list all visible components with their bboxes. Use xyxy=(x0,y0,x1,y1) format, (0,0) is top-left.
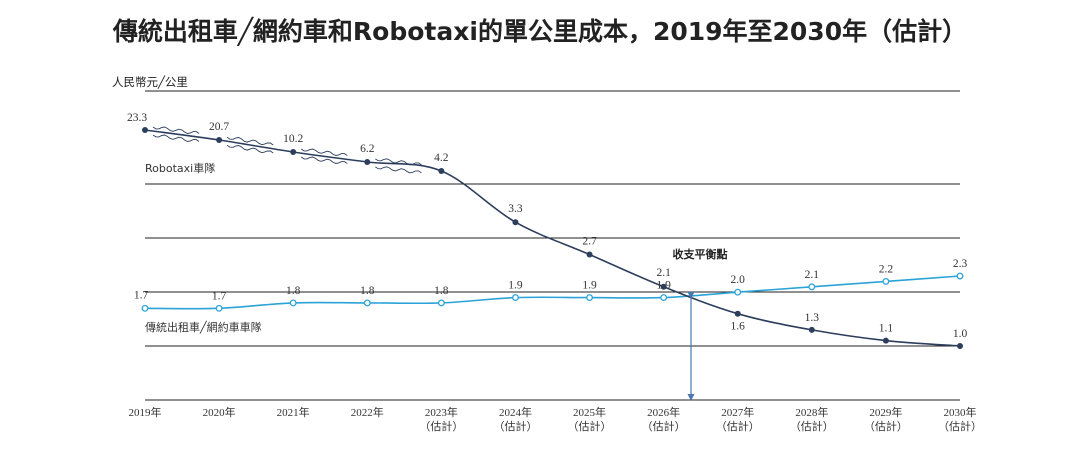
data-label-traditional: 1.8 xyxy=(434,285,449,297)
x-tick-label: 2020年 xyxy=(203,405,236,419)
data-point-robotaxi xyxy=(142,127,148,133)
data-point-robotaxi xyxy=(957,343,963,349)
series-line-traditional xyxy=(144,275,961,310)
x-tick-label: 2029年 xyxy=(869,405,902,419)
y-axis-unit-label: 人民幣元╱公里 xyxy=(112,75,188,89)
data-label-traditional: 1.9 xyxy=(508,280,523,292)
data-label-robotaxi: 1.3 xyxy=(805,312,820,324)
data-point-robotaxi xyxy=(660,283,667,290)
data-label-robotaxi: 4.2 xyxy=(434,152,449,164)
data-point-traditional xyxy=(289,299,297,307)
x-tick-note: （估計） xyxy=(716,419,760,433)
data-label-robotaxi: 2.7 xyxy=(582,236,597,248)
axis-break-mark xyxy=(226,144,274,154)
data-label-robotaxi: 10.2 xyxy=(283,133,303,145)
data-point-traditional xyxy=(215,304,223,312)
data-point-robotaxi xyxy=(364,159,371,165)
data-point-robotaxi xyxy=(216,137,223,143)
x-tick-label: 2021年 xyxy=(277,405,310,419)
x-tick-label: 2028年 xyxy=(795,405,828,419)
x-tick-label: 2019年 xyxy=(129,405,162,419)
axis-break-mark xyxy=(375,158,422,166)
x-tick-note: （估計） xyxy=(938,419,982,433)
data-point-traditional xyxy=(660,294,668,302)
x-tick-note: （估計） xyxy=(642,419,686,433)
data-point-robotaxi xyxy=(734,310,741,317)
axis-break-mark xyxy=(375,166,422,174)
break-even-arrow-head xyxy=(687,292,695,299)
data-label-robotaxi: 2.1 xyxy=(656,267,671,279)
series-line-robotaxi xyxy=(144,129,961,347)
data-point-robotaxi xyxy=(808,326,815,333)
data-label-traditional: 2.3 xyxy=(953,258,968,270)
series-label-traditional: 傳統出租車╱網約車車隊 xyxy=(145,320,262,334)
data-point-traditional xyxy=(808,283,816,291)
data-point-robotaxi xyxy=(586,251,593,258)
data-label-robotaxi: 1.1 xyxy=(879,323,894,335)
x-tick-label: 2024年 xyxy=(499,405,532,419)
data-label-robotaxi: 1.6 xyxy=(731,321,746,333)
data-label-traditional: 2.1 xyxy=(805,269,820,281)
x-tick-note: （估計） xyxy=(493,419,537,433)
axis-break-mark xyxy=(300,148,348,156)
data-label-traditional: 1.9 xyxy=(582,280,597,292)
data-point-robotaxi xyxy=(290,149,297,155)
data-point-traditional xyxy=(437,299,445,307)
data-label-robotaxi: 3.3 xyxy=(508,203,523,215)
data-point-traditional xyxy=(734,288,742,296)
chart-title: 傳統出租車╱網約車和Robotaxi的單公里成本，2019年至2030年（估計） xyxy=(112,17,968,46)
data-label-traditional: 1.9 xyxy=(656,280,671,292)
axis-break-mark xyxy=(300,156,348,164)
series-label-robotaxi: Robotaxi車隊 xyxy=(145,161,215,175)
data-point-traditional xyxy=(956,272,964,280)
data-label-traditional: 2.0 xyxy=(731,274,746,286)
data-label-traditional: 1.7 xyxy=(134,289,149,301)
data-point-traditional xyxy=(141,304,149,312)
data-point-traditional xyxy=(586,294,593,302)
data-point-robotaxi xyxy=(882,337,889,344)
axis-break-mark xyxy=(152,134,200,142)
x-tick-note: （估計） xyxy=(790,419,834,433)
x-tick-label: 2026年 xyxy=(647,405,680,419)
data-label-robotaxi: 23.3 xyxy=(127,112,147,124)
axis-break-mark xyxy=(152,126,200,134)
break-even-arrow-head xyxy=(687,394,695,401)
data-label-robotaxi: 20.7 xyxy=(209,121,229,133)
data-label-traditional: 1.8 xyxy=(360,285,375,297)
break-even-label: 收支平衡點 xyxy=(673,247,728,261)
x-tick-note: （估計） xyxy=(568,419,612,433)
x-tick-label: 2023年 xyxy=(425,405,458,419)
data-label-traditional: 1.8 xyxy=(286,285,301,297)
x-tick-label: 2030年 xyxy=(944,405,977,419)
x-tick-label: 2025年 xyxy=(573,405,606,419)
x-tick-label: 2022年 xyxy=(351,405,384,419)
x-tick-label: 2027年 xyxy=(721,405,754,419)
data-point-robotaxi xyxy=(512,219,519,226)
data-label-robotaxi: 6.2 xyxy=(360,143,375,155)
x-tick-note: （估計） xyxy=(864,419,908,433)
data-label-traditional: 2.2 xyxy=(879,263,894,275)
axis-break-mark xyxy=(226,136,274,146)
x-tick-note: （估計） xyxy=(419,419,463,433)
data-point-traditional xyxy=(512,294,519,302)
data-point-traditional xyxy=(882,277,890,285)
data-label-robotaxi: 1.0 xyxy=(953,328,968,340)
data-point-robotaxi xyxy=(438,168,445,174)
data-label-traditional: 1.7 xyxy=(212,290,227,302)
data-point-traditional xyxy=(363,299,371,307)
